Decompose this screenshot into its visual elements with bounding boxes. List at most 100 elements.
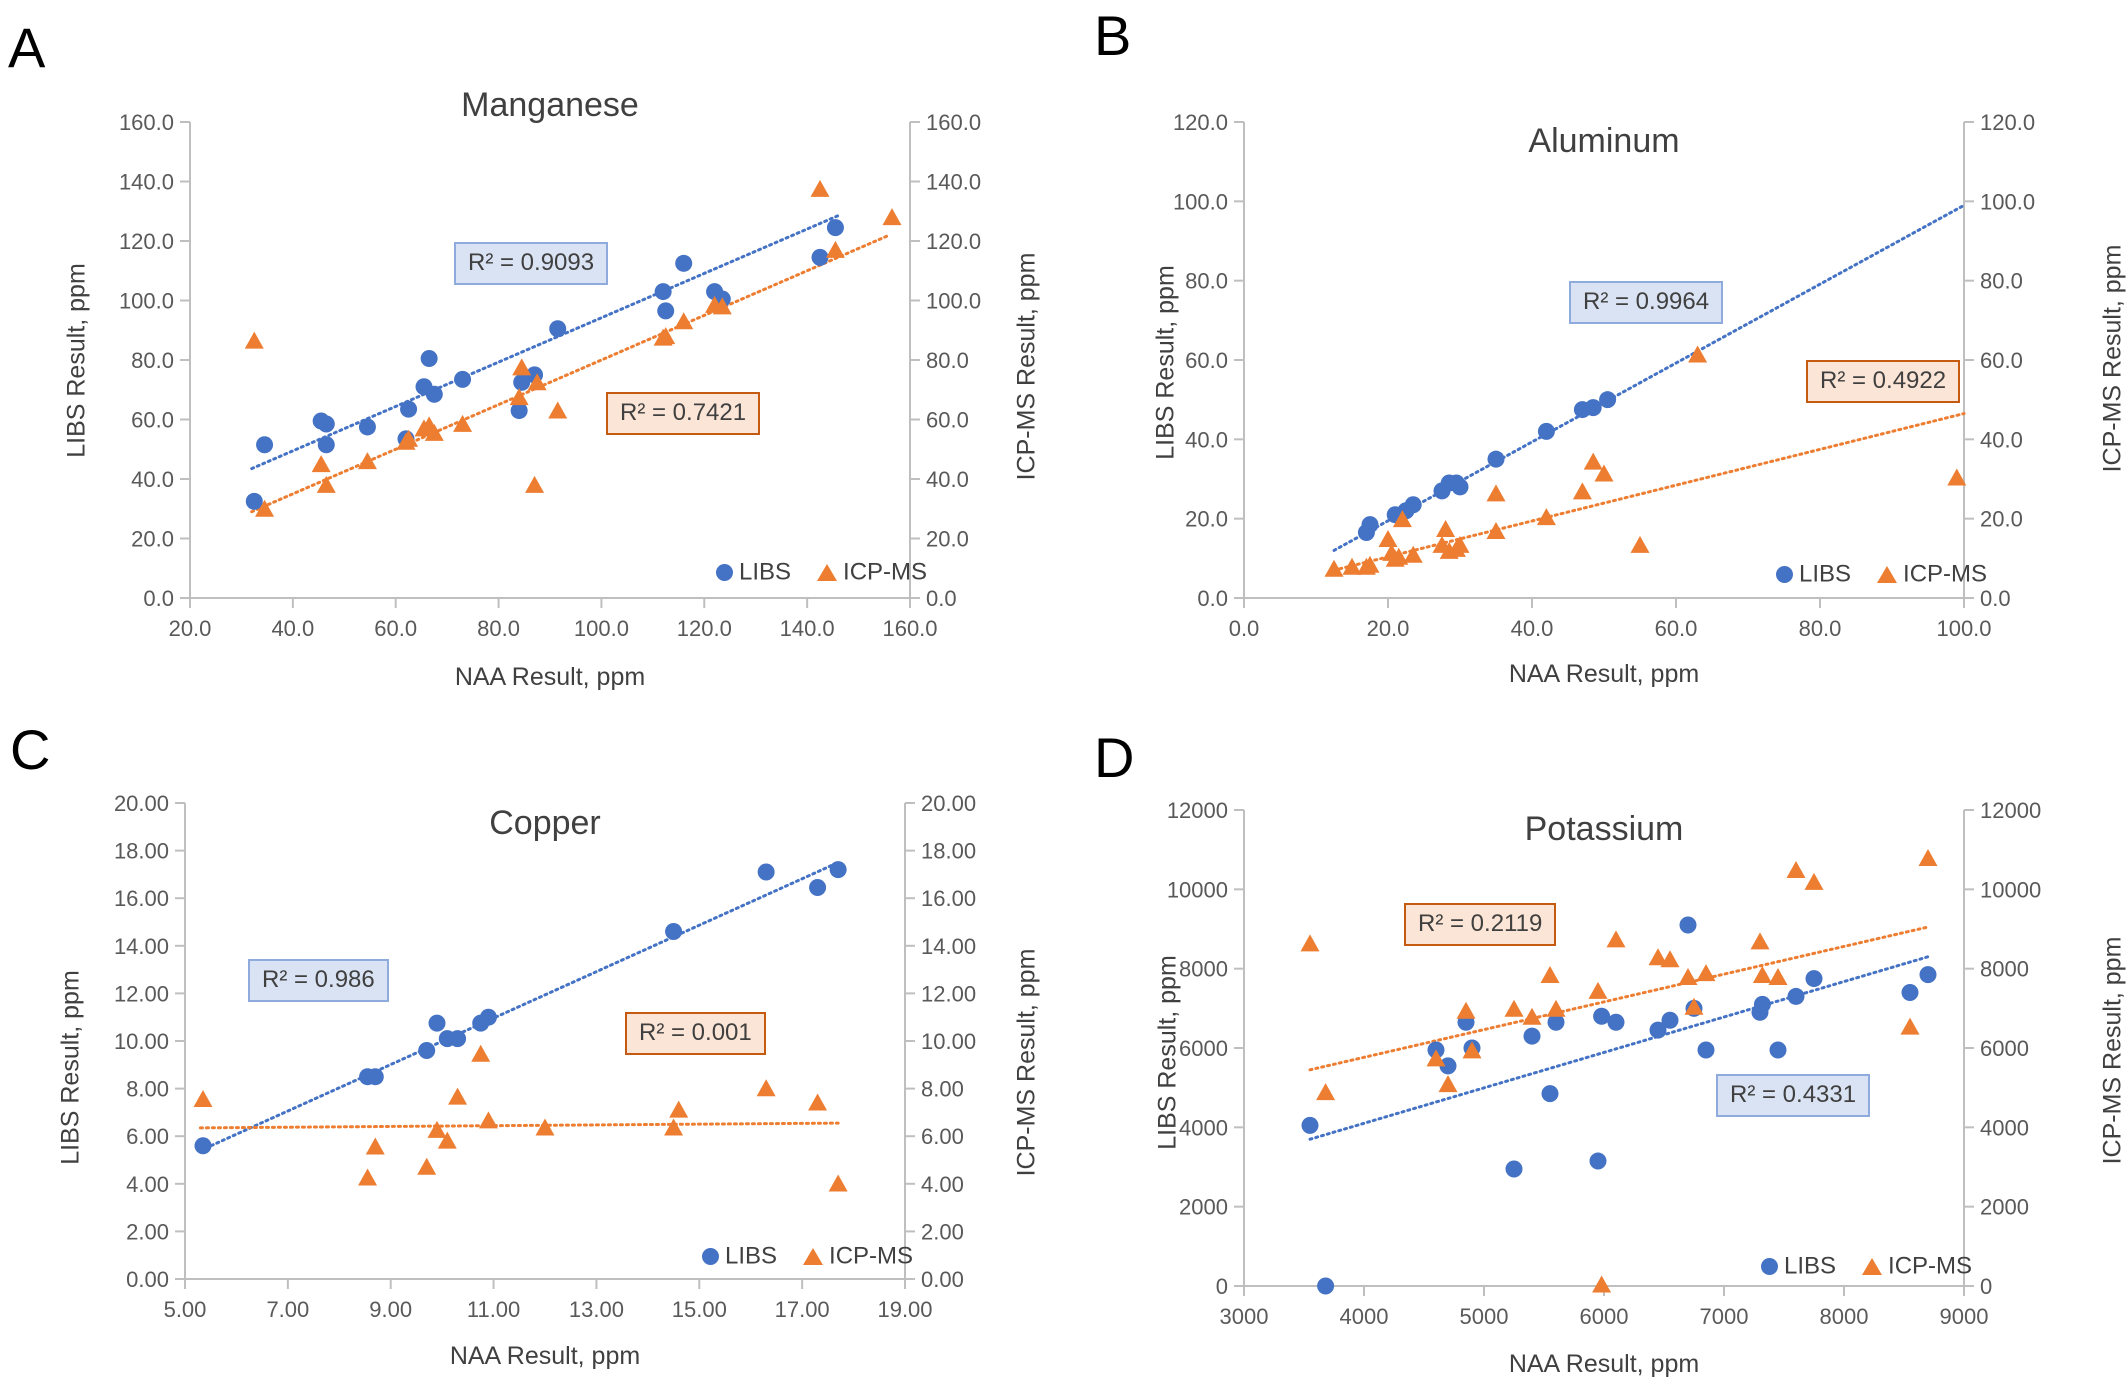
legend-icpms-marker <box>1877 566 1898 584</box>
y-tick-label: 0 <box>1216 1274 1228 1299</box>
x-tick-label: 19.00 <box>877 1297 932 1322</box>
data-point-libs <box>400 400 418 418</box>
data-point-icpms <box>1536 508 1556 526</box>
data-point-icpms <box>417 1157 437 1175</box>
data-point-libs <box>1541 1085 1559 1103</box>
data-point-icpms <box>1316 1083 1336 1101</box>
y-tick-label: 40.0 <box>1185 427 1228 452</box>
y-tick-label: 18.00 <box>114 839 169 864</box>
data-point-libs <box>657 302 675 320</box>
data-point-libs <box>1607 1013 1625 1031</box>
y-axis-label: LIBS Result, ppm <box>56 970 85 1165</box>
data-point-icpms <box>244 331 264 349</box>
data-point-icpms <box>808 1093 828 1111</box>
x-tick-label: 6000 <box>1580 1304 1629 1329</box>
data-point-libs <box>513 373 531 391</box>
data-point-libs <box>1679 916 1697 934</box>
y-tick-label: 0.00 <box>126 1267 169 1292</box>
y-tick-label: 4.00 <box>126 1172 169 1197</box>
y-tick-label: 120.0 <box>119 229 174 254</box>
chart-svg: 0.0 0.0 20.0 20.0 40.0 40.0 60.0 60.0 80.0 80.0 10… <box>119 110 981 641</box>
data-point-icpms <box>512 358 532 376</box>
y-tick-label: 20.00 <box>114 791 169 816</box>
y-tick-label: 0.0 <box>1197 586 1228 611</box>
data-point-icpms <box>1648 948 1668 966</box>
x-tick-label: 7000 <box>1700 1304 1749 1329</box>
y2-tick-label: 100.0 <box>1980 189 2035 214</box>
x-tick-label: 40.0 <box>1511 616 1554 641</box>
y-tick-label: 8.00 <box>126 1077 169 1102</box>
data-point-libs <box>428 1014 446 1032</box>
x-tick-label: 20.0 <box>169 616 212 641</box>
legend-icpms-label: ICP-MS <box>1903 560 1988 588</box>
legend-libs-label: LIBS <box>725 1242 778 1270</box>
data-point-libs <box>1649 1021 1667 1039</box>
y2-tick-label: 8.00 <box>921 1077 964 1102</box>
data-point-icpms <box>1546 999 1566 1017</box>
y2-tick-label: 20.00 <box>921 791 976 816</box>
y-tick-label: 12000 <box>1167 798 1228 823</box>
data-point-icpms <box>1684 997 1704 1015</box>
data-point-libs <box>510 402 528 420</box>
y-tick-label: 100.0 <box>119 289 174 314</box>
data-point-icpms <box>255 499 275 517</box>
legend-libs-label: LIBS <box>1799 560 1852 588</box>
y-tick-label: 60.0 <box>131 408 174 433</box>
data-point-libs <box>317 436 335 454</box>
data-point-libs <box>420 350 438 368</box>
data-point-icpms <box>1678 968 1698 986</box>
data-point-icpms <box>509 388 529 406</box>
y-tick-label: 16.00 <box>114 886 169 911</box>
data-point-icpms <box>1403 545 1423 563</box>
y-tick-label: 160.0 <box>119 110 174 135</box>
data-point-icpms <box>1300 934 1320 952</box>
data-point-libs <box>418 1042 436 1060</box>
x-axis-label: NAA Result, ppm <box>1508 660 1700 688</box>
y2-tick-label: 0.00 <box>921 1267 964 1292</box>
y-axis-label: LIBS Result, ppm <box>1153 955 1182 1150</box>
data-point-icpms <box>1750 932 1770 950</box>
legend: LIBS ICP-MS <box>1776 562 1987 587</box>
y-axis-label: LIBS Result, ppm <box>1151 265 1180 460</box>
legend: LIBS ICP-MS <box>716 560 927 585</box>
y2-tick-label: 6000 <box>1980 1036 2029 1061</box>
data-point-libs <box>1404 496 1422 514</box>
data-point-icpms <box>1389 547 1409 565</box>
x-tick-label: 60.0 <box>1655 616 1698 641</box>
x-axis-label: NAA Result, ppm <box>454 663 646 691</box>
data-point-icpms <box>399 429 419 447</box>
y2-tick-label: 6.00 <box>921 1124 964 1149</box>
data-point-icpms <box>448 1087 468 1105</box>
y-tick-label: 4000 <box>1179 1115 1228 1140</box>
data-point-icpms <box>478 1111 498 1129</box>
data-point-icpms <box>1486 522 1506 540</box>
legend-icpms-label: ICP-MS <box>843 558 928 586</box>
y-tick-label: 140.0 <box>119 170 174 195</box>
data-point-libs <box>358 418 376 436</box>
chart-title: Aluminum <box>1528 122 1680 160</box>
data-point-libs <box>454 370 472 388</box>
chart-title: Manganese <box>461 86 639 124</box>
data-point-icpms <box>1588 981 1608 999</box>
y2-tick-label: 12.00 <box>921 981 976 1006</box>
y-tick-label: 6000 <box>1179 1036 1228 1061</box>
data-point-icpms <box>535 1118 555 1136</box>
data-point-libs <box>1805 970 1823 988</box>
data-point-libs <box>1505 1160 1523 1178</box>
data-point-icpms <box>1540 966 1560 984</box>
data-point-libs <box>811 248 829 266</box>
data-point-libs <box>479 1008 497 1026</box>
x-tick-label: 80.0 <box>1799 616 1842 641</box>
data-point-icpms <box>527 373 547 391</box>
x-tick-label: 8000 <box>1820 1304 1869 1329</box>
y-tick-label: 2.00 <box>126 1219 169 1244</box>
x-tick-label: 5.00 <box>164 1297 207 1322</box>
r2-label-libs: R² = 0.4331 <box>1716 1074 1871 1117</box>
data-point-libs <box>256 436 274 454</box>
data-point-icpms <box>1786 860 1806 878</box>
y2-tick-label: 10.00 <box>921 1029 976 1054</box>
y-tick-label: 6.00 <box>126 1124 169 1149</box>
y2-tick-label: 0.0 <box>1980 586 2011 611</box>
data-point-libs <box>245 492 263 510</box>
y2-tick-label: 80.0 <box>926 348 969 373</box>
